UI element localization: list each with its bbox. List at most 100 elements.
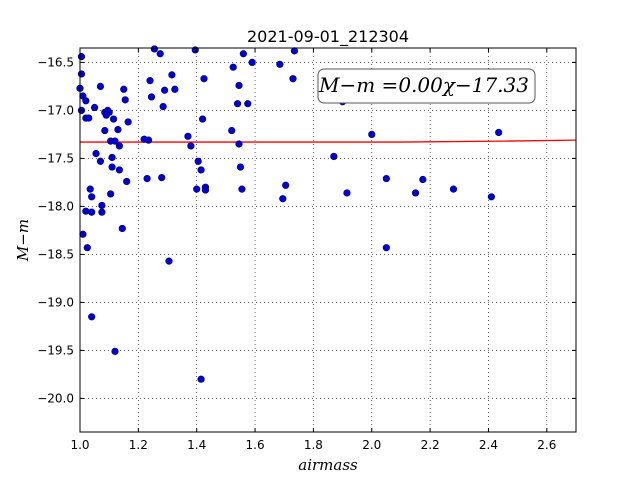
data-point xyxy=(85,114,93,122)
data-points xyxy=(76,45,503,383)
data-point xyxy=(159,102,167,111)
x-axis-label: airmass xyxy=(298,456,358,474)
data-point xyxy=(98,208,106,216)
data-point xyxy=(115,142,123,150)
data-point xyxy=(83,244,91,252)
data-point xyxy=(143,174,151,183)
x-tick-label: 1.0 xyxy=(70,438,89,452)
data-point xyxy=(77,70,86,78)
data-point xyxy=(107,190,115,198)
fit-annotation-box xyxy=(317,68,536,104)
x-tick-label: 1.6 xyxy=(246,438,265,452)
data-point xyxy=(411,189,420,197)
x-tick-label: 2.0 xyxy=(362,438,381,452)
data-point xyxy=(115,166,123,174)
data-point xyxy=(98,201,106,210)
data-point xyxy=(343,189,351,197)
data-point xyxy=(279,195,287,203)
y-tick-label: −18.0 xyxy=(37,199,74,213)
x-tick-label: 2.6 xyxy=(537,438,556,452)
x-tick-label: 1.4 xyxy=(187,438,206,452)
data-point xyxy=(79,230,87,238)
data-point xyxy=(77,53,86,61)
data-point xyxy=(146,77,154,85)
data-point xyxy=(289,75,297,83)
data-point xyxy=(111,347,119,355)
data-point xyxy=(165,257,173,265)
fit-annotation: M−m =0.00χ−17.33 xyxy=(317,68,536,104)
data-point xyxy=(144,136,153,144)
y-tick-label: −17.5 xyxy=(37,151,74,165)
data-point xyxy=(147,93,156,101)
y-axis-label: M−m xyxy=(14,219,32,262)
data-point xyxy=(194,157,202,165)
data-point xyxy=(108,163,116,171)
x-tick-label: 2.4 xyxy=(479,438,498,452)
y-tick-label: −20.0 xyxy=(37,391,74,405)
data-point xyxy=(96,82,105,90)
data-point xyxy=(244,100,252,108)
data-point xyxy=(101,126,109,135)
data-point xyxy=(108,153,116,162)
data-point xyxy=(193,185,201,193)
data-point xyxy=(368,130,376,138)
data-point xyxy=(235,81,243,90)
data-point xyxy=(82,97,90,105)
data-point xyxy=(88,193,96,201)
data-point xyxy=(198,115,207,123)
data-point xyxy=(121,96,129,104)
data-point xyxy=(120,85,128,93)
data-point xyxy=(290,47,299,55)
data-point xyxy=(229,63,237,71)
data-point xyxy=(233,100,242,108)
plot-area xyxy=(80,48,576,432)
data-point xyxy=(171,85,179,93)
data-point xyxy=(382,174,390,183)
data-point xyxy=(238,185,246,193)
data-point xyxy=(276,60,284,68)
axis-ticks: 1.0 1.2 1.4 1.6 1.8 2.0 2.2 2.4 2.6 −16.5 −17.0 −17… xyxy=(37,48,576,452)
fit-annotation-text: M−m =0.00χ−17.33 xyxy=(318,73,529,97)
data-point xyxy=(228,126,236,135)
data-point xyxy=(187,142,195,150)
data-point xyxy=(200,75,208,83)
data-point xyxy=(158,174,166,182)
grid xyxy=(80,48,576,432)
x-tick-label: 1.8 xyxy=(304,438,323,452)
data-point xyxy=(109,115,118,123)
plot-frame xyxy=(79,47,577,433)
y-tick-label: −17.0 xyxy=(37,103,74,117)
data-point xyxy=(156,50,164,58)
data-point xyxy=(92,150,100,158)
data-point xyxy=(168,71,176,79)
data-point xyxy=(124,118,132,126)
data-point xyxy=(239,50,247,58)
data-point xyxy=(197,166,205,174)
y-tick-label: −16.5 xyxy=(37,55,74,69)
y-tick-label: −19.0 xyxy=(37,295,74,309)
data-point xyxy=(282,181,290,189)
data-point xyxy=(236,163,245,171)
data-point xyxy=(184,132,192,140)
data-point xyxy=(201,186,210,194)
data-point xyxy=(114,126,122,134)
y-tick-label: −18.5 xyxy=(37,247,74,261)
data-point xyxy=(235,140,243,148)
data-point xyxy=(82,207,90,215)
data-point xyxy=(96,157,105,165)
y-tick-label: −19.5 xyxy=(37,343,74,357)
data-point xyxy=(150,45,158,53)
data-point xyxy=(419,175,427,184)
data-point xyxy=(88,208,96,216)
data-point xyxy=(88,313,96,321)
data-point xyxy=(449,185,458,193)
data-point xyxy=(495,128,503,137)
data-point xyxy=(107,137,115,145)
data-point xyxy=(90,103,99,112)
data-point xyxy=(123,177,131,186)
x-tick-label: 1.2 xyxy=(129,438,148,452)
data-point xyxy=(487,193,495,201)
data-point xyxy=(382,244,390,252)
data-point xyxy=(118,224,126,233)
